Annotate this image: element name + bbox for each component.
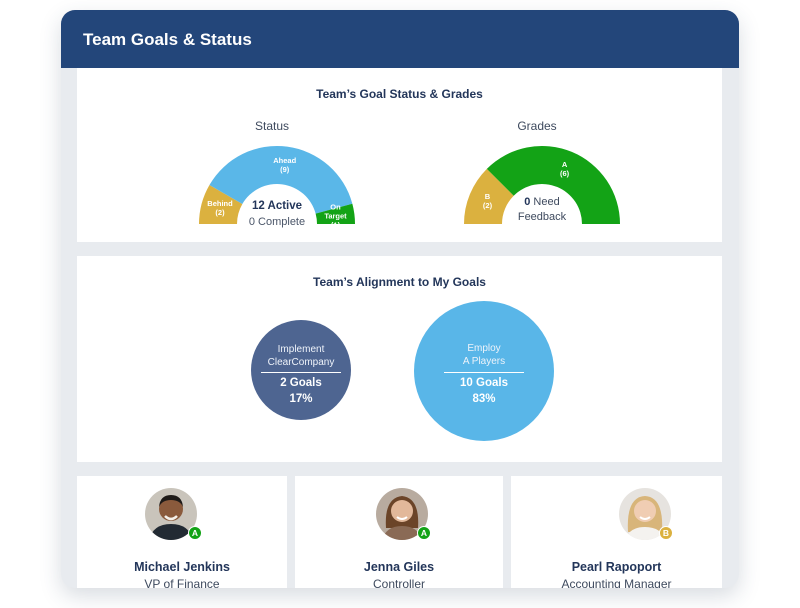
goal-bubble-divider [444, 372, 524, 373]
avatar [619, 488, 671, 540]
gauge-segment[interactable] [209, 146, 353, 214]
grades-feedback-text: Feedback [517, 211, 567, 223]
grade-badge: B [659, 526, 673, 540]
person-card-jenna[interactable]: A Jenna Giles Controller [295, 476, 503, 588]
gauge-segment-label: Behind [207, 199, 233, 208]
person-role: Controller [372, 577, 426, 588]
gauge-segment-label: (2) [215, 208, 225, 217]
goal-bubble-goals: 10 Goals [460, 377, 508, 389]
goal-bubble-employ[interactable]: Employ A Players 10 Goals 83% [414, 301, 554, 441]
goal-bubble-percent: 17% [289, 393, 313, 405]
person-card-pearl[interactable]: B Pearl Rapoport Accounting Manager [511, 476, 722, 588]
goal-bubble-implement[interactable]: Implement ClearCompany 2 Goals 17% [251, 320, 351, 420]
gauge-segment-label: (1) [331, 220, 341, 224]
goal-bubble-label-line1: Employ [467, 343, 501, 354]
gauge-segment[interactable] [464, 168, 514, 224]
team-goals-card: Team Goals & Status Team’s Goal Status &… [61, 10, 739, 588]
person-name: Michael Jenkins [134, 560, 230, 574]
grades-need-text: Need [530, 196, 560, 208]
woman-blonde-avatar-icon [619, 488, 671, 540]
status-grades-panel: Team’s Goal Status & Grades Status Grade… [77, 68, 722, 242]
status-grades-title: Team’s Goal Status & Grades [316, 87, 483, 101]
gauge-segment-label: Target [324, 211, 347, 220]
gauge-segment-label: (9) [280, 165, 290, 174]
goal-bubble-goals: 2 Goals [280, 377, 322, 389]
grades-gauge[interactable]: B(2) A(6) [452, 134, 632, 224]
person-role: Accounting Manager [561, 577, 672, 588]
gauge-segment-label: Ahead [273, 156, 296, 165]
status-active-count: 12 Active [251, 200, 303, 212]
goal-bubble-divider [261, 372, 341, 373]
goal-bubble-label-line2: ClearCompany [267, 357, 335, 368]
grade-badge-letter: B [662, 528, 670, 538]
card-title: Team Goals & Status [83, 30, 252, 49]
status-complete-count: 0 Complete [248, 216, 306, 228]
alignment-panel: Team’s Alignment to My Goals Implement C… [77, 256, 722, 462]
gauge-segment-label: B [485, 192, 491, 201]
card-header: Team Goals & Status [61, 10, 739, 68]
person-name: Pearl Rapoport [571, 560, 662, 574]
gauge-segment[interactable] [199, 185, 243, 224]
grades-gauge-label: Grades [517, 119, 557, 133]
grade-badge-letter: A [191, 528, 199, 538]
goal-bubble-label-line2: A Players [462, 356, 506, 367]
grades-need-number: 0 [524, 196, 531, 208]
grades-need-count: 0 Need [497, 196, 587, 208]
grade-badge: A [188, 526, 202, 540]
gauge-segment-label: (2) [483, 201, 493, 210]
goal-bubble-label-line1: Implement [277, 344, 325, 355]
gauge-segment[interactable] [486, 146, 620, 224]
gauge-segment[interactable] [315, 203, 355, 224]
person-card-michael[interactable]: A Michael Jenkins VP of Finance [77, 476, 287, 588]
gauge-segment-label: A [562, 160, 568, 169]
goal-bubble-percent: 83% [472, 393, 496, 405]
person-role: VP of Finance [144, 577, 220, 588]
status-gauge-label: Status [254, 119, 290, 133]
gauge-segment-label: (6) [560, 169, 570, 178]
grade-badge: A [417, 526, 431, 540]
grade-badge-letter: A [420, 528, 428, 538]
gauge-segment-label: On [330, 202, 341, 211]
person-name: Jenna Giles [363, 560, 435, 574]
alignment-title: Team’s Alignment to My Goals [313, 275, 486, 289]
